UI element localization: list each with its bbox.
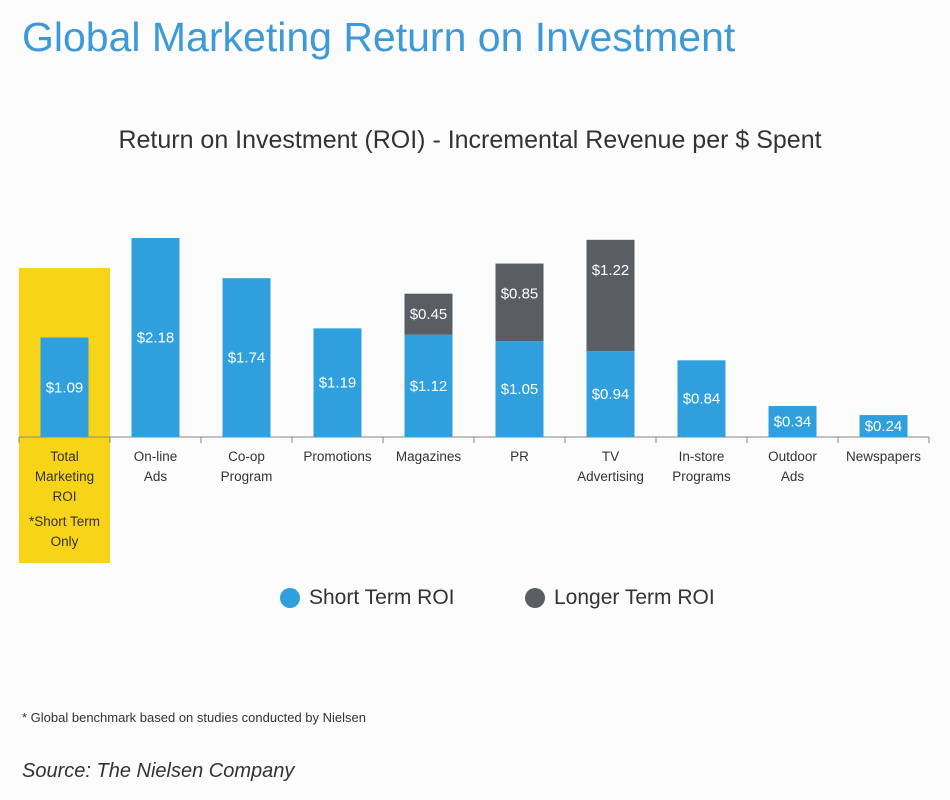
- legend-label-short-term: Short Term ROI: [309, 586, 455, 609]
- bar-label-short-term-outdoor-ads: $0.34: [774, 413, 812, 430]
- bar-label-longer-term-magazines: $0.45: [410, 306, 448, 323]
- category-label-line: Outdoor: [768, 449, 817, 464]
- bar-short-term-newspapers: [859, 415, 908, 437]
- bar-label-short-term-pr: $1.05: [501, 381, 539, 398]
- category-label-line: Ads: [143, 469, 168, 484]
- category-label-tv-advertising: TV Advertising: [556, 447, 666, 487]
- footnote: * Global benchmark based on studies cond…: [22, 710, 366, 725]
- category-label-promotions: Promotions: [283, 447, 393, 467]
- bar-short-term-outdoor-ads: [768, 405, 817, 437]
- bar-label-short-term-newspapers: $0.24: [865, 418, 903, 435]
- bar-label-longer-term-pr: $0.85: [501, 286, 539, 303]
- bar-short-term-total-marketing: [40, 337, 89, 437]
- category-label-outdoor-ads: Outdoor Ads: [738, 447, 848, 487]
- category-label-in-store-programs: In-store Programs: [647, 447, 757, 487]
- bar-short-term-online-ads: [131, 238, 180, 437]
- bar-label-short-term-tv-advertising: $0.94: [592, 386, 630, 403]
- bar-longer-term-tv-advertising: [586, 239, 635, 352]
- bar-short-term-co-op-program: [222, 278, 271, 437]
- category-label-line: PR: [510, 449, 529, 464]
- bar-label-short-term-co-op-program: $1.74: [228, 350, 266, 367]
- bar-short-term-pr: [495, 341, 544, 437]
- bar-short-term-promotions: [313, 328, 362, 437]
- category-label-line: On-line: [133, 449, 178, 464]
- category-label-newspapers: Newspapers: [829, 447, 939, 467]
- bar-label-short-term-magazines: $1.12: [410, 378, 448, 395]
- legend-swatch-longer-term: [525, 588, 545, 608]
- chart-subtitle: Return on Investment (ROI) - Incremental…: [118, 126, 822, 154]
- bar-label-short-term-total-marketing: $1.09: [46, 379, 84, 396]
- category-label-line: Program: [220, 469, 273, 484]
- bar-label-short-term-promotions: $1.19: [319, 375, 357, 392]
- category-label-line: Advertising: [577, 469, 644, 484]
- category-label-magazines: Magazines: [374, 447, 484, 467]
- category-label-line: Newspapers: [845, 449, 922, 464]
- bar-label-short-term-online-ads: $2.18: [137, 330, 175, 347]
- legend-item-short-term: Short Term ROI: [280, 586, 454, 610]
- category-label-line: Only: [50, 534, 79, 549]
- legend-item-longer-term: Longer Term ROI: [525, 586, 715, 610]
- bar-longer-term-magazines: [404, 293, 453, 335]
- category-label-pr: PR: [465, 447, 575, 467]
- bar-longer-term-pr: [495, 263, 544, 342]
- category-label-total-marketing: Total Marketing ROI *Short Term Only: [10, 447, 120, 552]
- category-label-line: In-store: [678, 449, 725, 464]
- category-label-line: *Short Term: [28, 514, 101, 529]
- category-label-line: Programs: [672, 469, 731, 484]
- category-label-online-ads: On-line Ads: [101, 447, 211, 487]
- category-label-line: Magazines: [395, 449, 462, 464]
- bar-short-term-magazines: [404, 334, 453, 437]
- legend-swatch-short-term: [280, 588, 300, 608]
- source-note: Source: The Nielsen Company: [22, 760, 295, 782]
- category-label-line: Marketing: [34, 469, 95, 484]
- category-label-line: Promotions: [303, 449, 372, 464]
- page-title: Global Marketing Return on Investment: [22, 14, 736, 60]
- category-label-line: ROI: [52, 489, 77, 504]
- category-label-line: Total: [50, 449, 79, 464]
- category-label-line: TV: [601, 449, 620, 464]
- bar-short-term-in-store-programs: [677, 360, 726, 437]
- bar-short-term-tv-advertising: [586, 351, 635, 437]
- legend-label-longer-term: Longer Term ROI: [554, 586, 715, 609]
- bar-label-short-term-in-store-programs: $0.84: [683, 391, 721, 408]
- bar-label-longer-term-tv-advertising: $1.22: [592, 262, 630, 279]
- category-label-line: Co-op: [228, 449, 265, 464]
- category-label-co-op-program: Co-op Program: [192, 447, 302, 487]
- category-label-line: Ads: [780, 469, 805, 484]
